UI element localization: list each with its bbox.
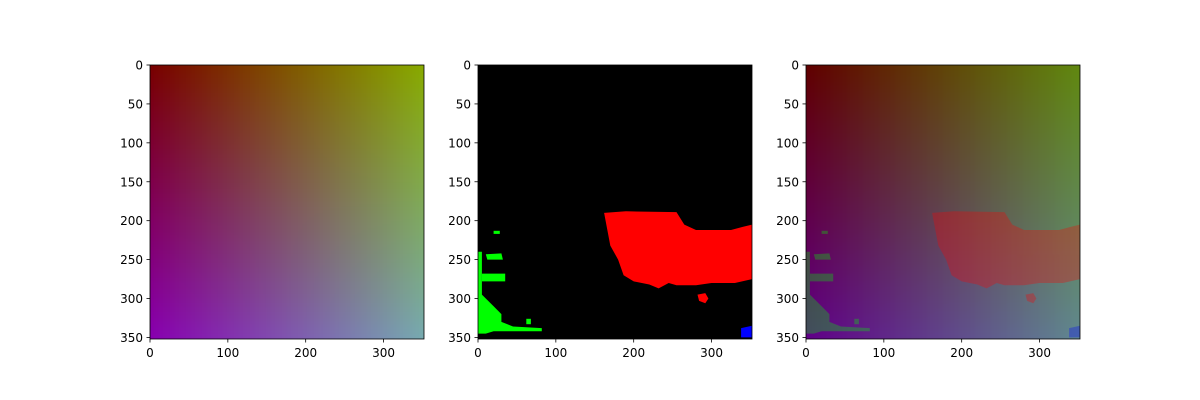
mask-background xyxy=(478,65,752,339)
y-tick-label: 150 xyxy=(448,175,471,189)
mask-region-green xyxy=(481,273,506,282)
mask-region-red xyxy=(604,211,752,289)
mask-region-green xyxy=(493,230,500,234)
x-tick-label: 300 xyxy=(372,346,395,360)
gradient-image xyxy=(150,65,424,339)
y-tick-label: 0 xyxy=(135,59,143,73)
y-tick-label: 50 xyxy=(784,97,799,111)
mask-region-green xyxy=(526,318,531,325)
x-tick-label: 100 xyxy=(544,346,567,360)
y-tick-label: 100 xyxy=(120,136,143,150)
y-tick-label: 250 xyxy=(776,253,799,267)
axes-frame xyxy=(477,64,753,340)
gradient-image xyxy=(806,65,1080,339)
y-tick-label: 100 xyxy=(776,136,799,150)
y-tick-label: 150 xyxy=(120,175,143,189)
y-tick-label: 350 xyxy=(120,331,143,345)
x-tick-label: 200 xyxy=(294,346,317,360)
x-tick-label: 0 xyxy=(474,346,482,360)
mask-region-green xyxy=(485,253,503,260)
y-tick-label: 200 xyxy=(776,214,799,228)
y-tick-label: 200 xyxy=(120,214,143,228)
y-tick-label: 250 xyxy=(120,253,143,267)
y-tick-label: 100 xyxy=(448,136,471,150)
y-tick-label: 350 xyxy=(448,331,471,345)
x-tick-label: 100 xyxy=(872,346,895,360)
mask-region-red xyxy=(697,293,709,304)
x-tick-label: 0 xyxy=(146,346,154,360)
y-tick-label: 200 xyxy=(448,214,471,228)
panel-blended-overlay: 0 100 200 300 0 50 100 150 200 250 300 350 xyxy=(776,59,1081,360)
x-tick-label: 300 xyxy=(700,346,723,360)
y-tick-label: 250 xyxy=(448,253,471,267)
overlay-region-green xyxy=(821,230,828,234)
y-tick-label: 300 xyxy=(448,292,471,306)
y-tick-label: 0 xyxy=(463,59,471,73)
overlay-region-blue xyxy=(1069,325,1080,338)
x-tick-label: 0 xyxy=(802,346,810,360)
overlay-region-green xyxy=(809,273,834,282)
panel-rgb-gradient: 0 100 200 300 0 50 100 150 200 250 300 350 xyxy=(120,59,425,360)
y-tick-label: 0 xyxy=(791,59,799,73)
axes-frame xyxy=(149,64,425,340)
overlay-region-green xyxy=(806,251,841,334)
axes-frame xyxy=(805,64,1081,340)
overlay-region-green xyxy=(841,326,870,332)
y-tick-label: 50 xyxy=(128,97,143,111)
panel-segmentation-mask: 0 100 200 300 0 50 100 150 200 250 300 350 xyxy=(448,59,753,360)
y-tick-label: 150 xyxy=(776,175,799,189)
x-tick-label: 200 xyxy=(950,346,973,360)
x-tick-label: 100 xyxy=(216,346,239,360)
overlay-region-green xyxy=(813,253,831,260)
mask-region-green xyxy=(513,326,542,332)
overlay-region-green xyxy=(854,318,859,325)
mask-region-green xyxy=(478,251,513,334)
x-tick-label: 300 xyxy=(1028,346,1051,360)
mask-region-blue xyxy=(741,325,752,338)
y-tick-label: 350 xyxy=(776,331,799,345)
y-tick-label: 50 xyxy=(456,97,471,111)
x-tick-label: 200 xyxy=(622,346,645,360)
overlay-region-red xyxy=(932,211,1080,289)
y-tick-label: 300 xyxy=(776,292,799,306)
y-tick-label: 300 xyxy=(120,292,143,306)
overlay-region-red xyxy=(1025,293,1037,304)
